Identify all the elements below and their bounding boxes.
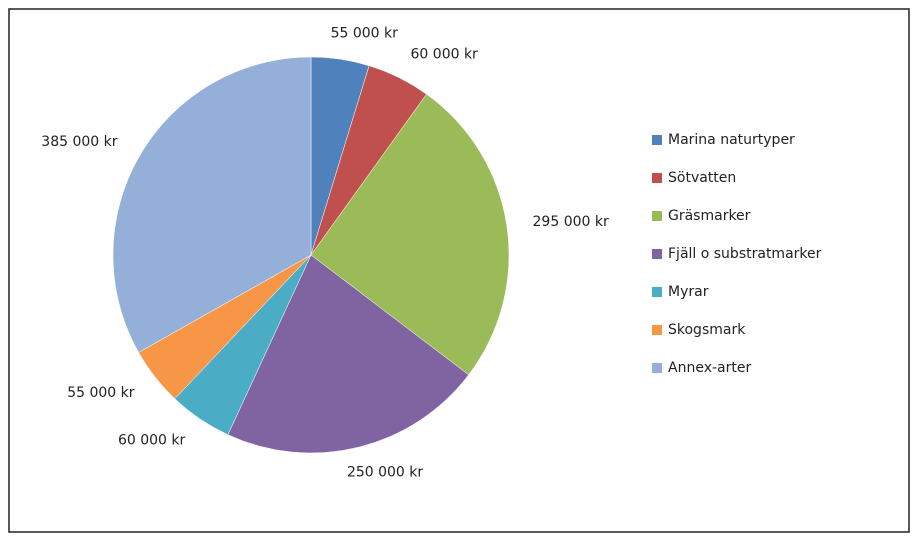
pie-slice [227,254,469,454]
data-label: 60 000 kr [118,432,186,448]
legend-label: Gräsmarker [668,208,751,224]
legend-label: Marina naturtyper [668,132,795,148]
legend-label: Skogsmark [668,322,746,338]
pie-slice [112,56,312,353]
data-label: 385 000 kr [41,134,117,150]
legend-label: Annex-arter [668,360,751,376]
legend-label: Sötvatten [668,170,736,186]
pie-slice [310,93,510,376]
data-label: 250 000 kr [347,464,423,480]
legend-swatch [652,325,662,335]
legend-swatch [652,363,662,373]
legend-swatch [652,173,662,183]
data-label: 55 000 kr [67,385,135,401]
data-label: 60 000 kr [411,46,479,62]
legend-label: Fjäll o substratmarker [668,246,822,262]
legend-swatch [652,135,662,145]
legend-label: Myrar [668,284,709,300]
legend-swatch [652,249,662,259]
data-label: 295 000 kr [533,214,609,230]
legend-swatch [652,287,662,297]
data-label: 55 000 kr [331,25,399,41]
legend-swatch [652,211,662,221]
